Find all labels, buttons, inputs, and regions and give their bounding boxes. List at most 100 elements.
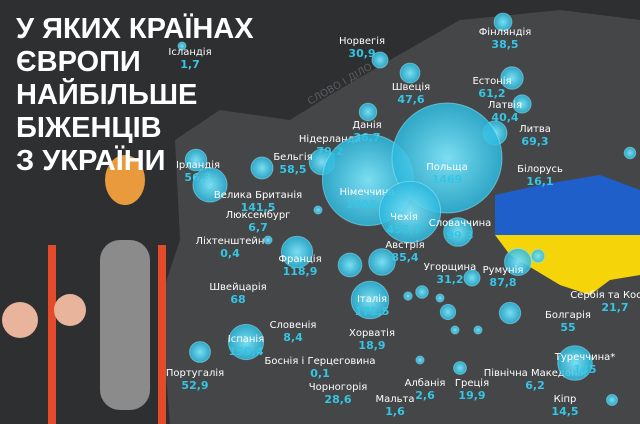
country-bubble [498,301,522,325]
country-name: Чорногорія [309,381,368,393]
country-value: 69,3 [521,135,548,148]
country-name: Велика Британія [214,189,302,201]
country-bubble [177,41,187,51]
country-value: 21,7 [601,301,628,314]
country-value: 52,9 [181,379,208,392]
country-name: Туреччина* [554,352,616,363]
country-value: 47,6 [397,93,424,106]
child [2,302,38,338]
country-name: Швеція [392,81,430,93]
country-bubble [403,291,413,301]
country-name: Ліхтенштейн [196,235,265,247]
illustration [2,155,166,424]
country-value: 141,5 [241,201,276,214]
country-value: 1,6 [385,405,405,418]
country-bubble [463,269,481,287]
country-value: 14,5 [551,405,578,418]
country-bubble [473,325,483,335]
country-name: Румунія [483,264,524,276]
ukraine-yellow [495,235,640,295]
country-name: Ісландія [168,46,211,58]
country-value: 150,4 [229,345,264,358]
country-name: Словаччина [429,218,492,229]
country-bubble [450,325,460,335]
country-value: 61,2 [478,87,505,100]
country-name: Фінляндія [479,26,532,38]
child [54,294,86,326]
country-bubble [606,394,618,406]
country-name: Естонія [472,75,511,87]
country-bubble [192,167,228,203]
country-name: Латвія [488,99,522,111]
country-name: Норвегія [339,35,385,47]
country-name: Болгарія [545,309,591,321]
country-name: Данія [352,119,381,131]
country-bubble [358,102,378,122]
country-bubble [415,355,425,365]
country-name: Іспанія [228,333,264,345]
country-bubble [399,62,421,84]
country-bubble [184,148,208,172]
country-value: 0,1 [310,367,330,380]
country-bubble [453,361,467,375]
country-value: 31,2 [436,273,463,286]
country-bubble [623,146,637,160]
country-bubble [415,285,429,299]
country-bubble [313,205,323,215]
country-name: Боснія і Герцеговина [265,355,376,367]
country-name: Білорусь [517,163,563,175]
country-bubble [227,323,265,361]
country-name: Кіпр [554,393,577,405]
country-name: Італія [357,293,387,305]
country-value: 118,9 [283,265,318,278]
country-name: Австрія [385,239,424,251]
country-value: 85,4 [391,251,418,264]
country-value: 38,5 [491,38,518,51]
country-value: 19,9 [458,389,485,402]
country-name: Бельгія [273,151,312,163]
country-value: 6,7 [248,221,268,234]
country-bubble [280,235,314,269]
country-name: Португалія [166,367,224,379]
country-value: 87,8 [489,276,516,289]
country-name: Литва [519,124,551,135]
country-name: Польща [426,162,467,173]
country-bubble [443,217,473,247]
country-bubble [530,248,546,264]
title-line: ЄВРОПИ [16,46,141,78]
country-bubble [493,12,513,32]
country-value: 1469 [432,173,463,186]
country-value: 40,4 [491,111,518,124]
country-name: Греція [455,377,489,389]
country-bubble [439,303,457,321]
country-name: Словенія [270,319,317,331]
post [158,245,166,424]
country-value: 68 [230,293,245,306]
figure [105,155,145,205]
country-name: Німеччина [340,186,395,198]
country-value: 16,1 [526,175,553,188]
country-bubble [500,66,524,90]
country-value: 6,2 [525,379,545,392]
country-bubble [350,280,390,320]
country-bubble [378,180,442,244]
country-value: 55 [560,321,575,334]
ukraine-blue [495,175,640,235]
country-name: Чехія [390,211,418,223]
country-value: 30,9 [348,47,375,60]
country-name: Мальта [376,394,415,405]
country-value: 1,7 [180,58,200,71]
country-name: Угорщина [424,262,476,273]
country-bubble [250,156,274,180]
country-value: 171,5 [355,305,390,318]
country-bubble [557,345,593,381]
country-value: 0,4 [220,247,240,260]
country-value: 28,6 [324,393,351,406]
country-name: Сербія та Косово [570,289,640,301]
title-line: У ЯКИХ КРАЇНАХ [16,12,254,45]
country-value: 18,9 [358,339,385,352]
country-bubble [435,293,445,303]
country-value: 99,3 [446,229,473,242]
country-value: 1008,9 [346,198,388,211]
figure [100,240,150,410]
